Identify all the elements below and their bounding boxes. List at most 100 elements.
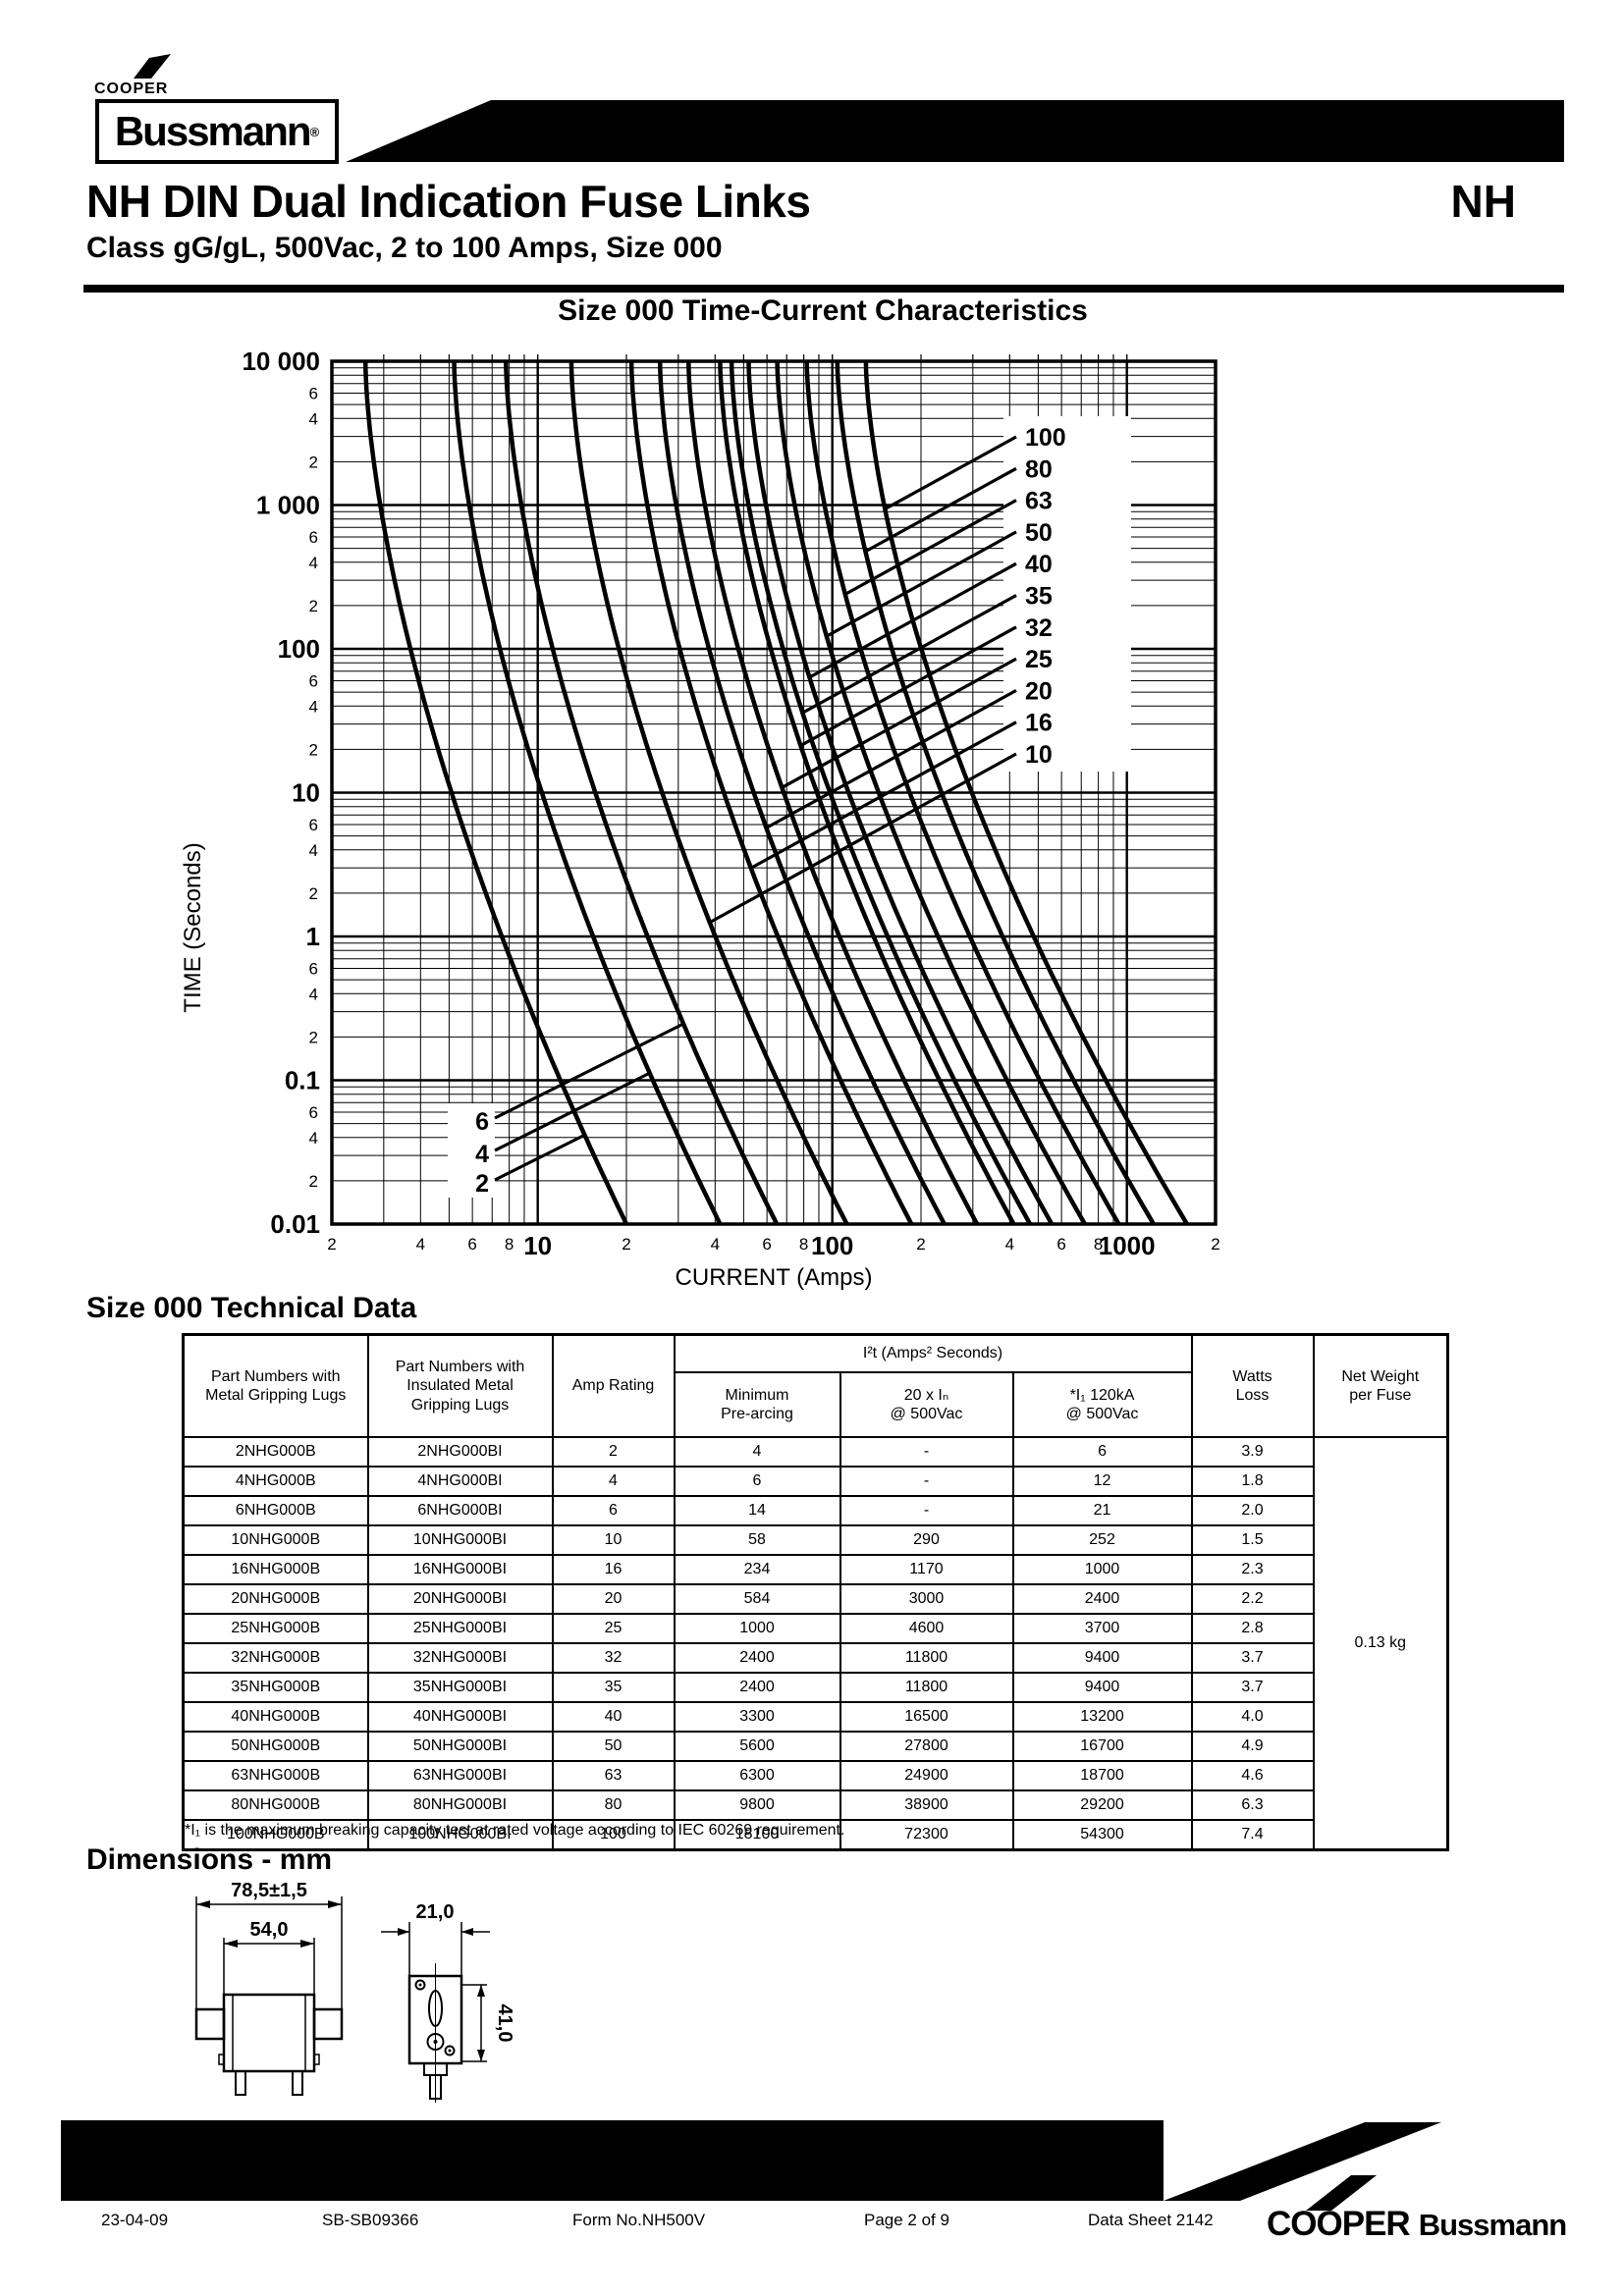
table-cell: 50 [551,1731,676,1762]
y-axis-minor-tick-label: 4 [309,1129,318,1148]
legend-leader-line [494,1133,586,1182]
table-cell: 10NHG000BI [366,1524,554,1556]
y-axis-tick-label: 0.1 [285,1066,320,1095]
tcc-curve-25a [686,360,980,1226]
page-title: NH DIN Dual Indication Fuse Links [86,176,811,227]
x-axis-minor-tick-label: 6 [467,1235,476,1254]
x-axis-minor-tick-label: 2 [327,1235,336,1254]
footer-code: SB-SB09366 [322,2211,419,2229]
col-header-amp-rating: Amp Rating [551,1333,676,1438]
table-cell: 16500 [839,1701,1014,1733]
table-row: 10NHG000B 10NHG000BI 10 58 290 252 1.5 [182,1524,1448,1556]
dim-label-depth: 21,0 [416,1901,455,1923]
tcc-curve-4a [452,360,723,1225]
indicator-circle [426,2033,445,2051]
table-cell: 6NHG000B [182,1495,369,1526]
table-cell: 35 [551,1672,676,1703]
legend-leader-line [801,594,1017,715]
table-cell: 4.0 [1190,1701,1315,1733]
table-cell: 20 [551,1583,676,1615]
col-header-watts-loss: Watts Loss [1190,1333,1315,1438]
registered-mark: ® [309,124,320,139]
table-cell: 40NHG000BI [366,1701,554,1733]
tcc-curve-20a [657,360,947,1226]
table-cell: 29200 [1011,1789,1193,1821]
y-axis-minor-tick-label: 4 [309,985,318,1003]
legend-label-63a: 63 [1025,488,1053,515]
x-axis-minor-tick-label: 6 [762,1235,771,1254]
table-cell: 9400 [1011,1672,1193,1703]
footer-black-band [61,2120,1441,2211]
x-axis-minor-tick-label: 2 [916,1235,925,1254]
table-cell: 50NHG000B [182,1731,369,1762]
cooper-flag-icon [134,54,171,79]
table-cell: 6 [551,1495,676,1526]
tcc-curve-40a [746,360,1055,1226]
legend-clearing-small [448,1103,495,1198]
table-cell: 63NHG000BI [366,1760,554,1791]
y-axis-minor-tick-label: 2 [309,597,318,615]
legend-leader-line [884,435,1017,511]
table-cell: 40 [551,1701,676,1733]
table-cell: 72300 [839,1819,1014,1851]
table-cell: 16NHG000BI [366,1554,554,1585]
legend-label-2a: 2 [475,1170,489,1198]
table-cell: 11800 [839,1642,1014,1674]
technical-data-table: Part Numbers with Metal Gripping Lugs Pa… [182,1333,1450,1851]
table-cell: 32NHG000BI [366,1642,554,1674]
table-cell: 4 [551,1466,676,1497]
table-cell: 18700 [1011,1760,1193,1791]
legend-leader-line [749,721,1017,871]
y-axis-minor-tick-label: 2 [309,740,318,759]
table-cell: 6.3 [1190,1789,1315,1821]
table-cell: 252 [1011,1524,1193,1556]
y-axis-minor-tick-label: 6 [309,385,318,403]
tcc-curve-6a [504,360,780,1226]
tcc-curve-63a [804,360,1121,1226]
y-axis-minor-tick-label: 2 [309,1172,318,1191]
table-footnote: *I₁ is the maximum breaking capacity tes… [185,1822,845,1839]
table-cell: 9800 [673,1789,841,1821]
table-cell: - [839,1436,1014,1468]
tcc-curve-100a [863,360,1189,1226]
y-axis-minor-tick-label: 4 [309,697,318,716]
tcc-curve-16a [628,360,914,1226]
table-cell: 3.7 [1190,1642,1315,1674]
y-axis-title: TIME (Seconds) [180,842,206,1013]
table-cell: 80 [551,1789,676,1821]
x-axis-minor-tick-label: 2 [1211,1235,1219,1254]
table-cell: 1000 [1011,1554,1193,1585]
table-cell: 3300 [673,1701,841,1733]
table-cell: 14 [673,1495,841,1526]
x-axis-tick-label: 1000 [1099,1231,1156,1260]
table-cell: 4600 [839,1613,1014,1644]
table-cell: 2.8 [1190,1613,1315,1644]
legend-label-10a: 10 [1025,741,1053,769]
legend-leader-line [825,530,1017,639]
bussmann-logo-text: Bussmann [114,108,312,154]
table-cell: 20NHG000B [182,1583,369,1615]
cooper-flag-icon [1306,2175,1377,2211]
y-axis-minor-tick-label: 4 [309,841,318,860]
y-axis-tick-label: 0.01 [270,1209,320,1239]
fuse-left-lug [194,2007,226,2041]
table-cell: 10NHG000B [182,1524,369,1556]
table-cell: 58 [673,1524,841,1556]
table-cell: 2400 [673,1642,841,1674]
table-cell: 100 [551,1819,676,1851]
x-axis-minor-tick-label: 8 [1094,1235,1103,1254]
table-row: 80NHG000B 80NHG000BI 80 9800 38900 29200 6.3 [182,1789,1448,1821]
table-heading: Size 000 Technical Data [86,1292,417,1324]
x-axis-minor-tick-label: 4 [416,1235,425,1254]
table-cell: 2NHG000B [182,1436,369,1468]
table-row: 20NHG000B 20NHG000BI 20 584 3000 2400 2.2 [182,1583,1448,1615]
table-cell: 6300 [673,1760,841,1791]
y-axis-tick-label: 10 [292,778,320,808]
legend-label-6a: 6 [475,1108,489,1136]
dim-label-inner-width: 54,0 [250,1919,289,1941]
bussmann-logo: Bussmann ® [95,99,339,164]
table-row: 2NHG000B 2NHG000BI 2 4-6 3.9 0.13 kg [182,1436,1449,1851]
x-axis-tick-label: 100 [811,1231,853,1260]
table-cell: 50NHG000BI [366,1731,554,1762]
